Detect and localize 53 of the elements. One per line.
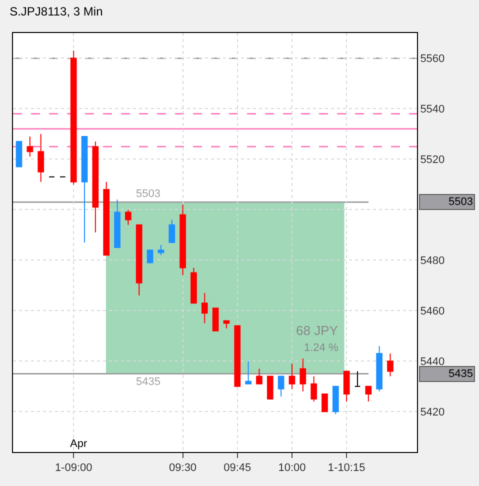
ref-line-label: 5435 <box>136 376 160 388</box>
candlestick <box>266 376 274 400</box>
candlestick <box>70 50 77 185</box>
candlestick <box>245 360 252 384</box>
candlestick <box>201 292 208 324</box>
candlestick <box>365 386 372 402</box>
candlestick <box>125 209 132 226</box>
candlestick <box>288 363 296 390</box>
candlestick <box>103 181 110 256</box>
candlestick <box>190 267 197 304</box>
y-tick-label: 5460 <box>420 306 445 318</box>
x-tick-label: 09:30 <box>169 462 197 474</box>
candlestick <box>223 320 230 329</box>
y-tick-label: 5420 <box>420 406 445 418</box>
text: 5503 <box>448 196 473 208</box>
candlestick <box>332 386 339 415</box>
candlestick <box>38 133 44 182</box>
candlestick <box>387 353 394 377</box>
annotation: 1.24 % <box>304 342 338 354</box>
y-tick-label: 5440 <box>420 356 445 368</box>
candlestick <box>92 141 99 233</box>
candlestick <box>16 141 22 168</box>
candlestick <box>26 136 34 158</box>
candlestick <box>343 370 350 402</box>
x-tick-label: 09:45 <box>224 462 252 474</box>
y-tick-label: 5560 <box>420 53 445 66</box>
candlestick <box>180 204 186 276</box>
chart-title: S.JPJ8113, 3 Min <box>10 4 103 19</box>
candlestick <box>256 368 262 384</box>
candlestick <box>136 224 142 296</box>
candlestick <box>168 219 176 243</box>
candlestick <box>354 370 361 387</box>
text: 5435 <box>448 368 473 380</box>
candlestick <box>376 345 382 392</box>
candlestick <box>81 136 88 243</box>
candlestick <box>212 308 219 332</box>
y-tick-label: 5480 <box>420 255 445 268</box>
annotation: Apr <box>70 438 88 450</box>
annotation: 68 JPY <box>296 323 338 338</box>
candlestick <box>310 376 317 402</box>
candlestick <box>300 358 306 392</box>
candlestick <box>158 244 164 256</box>
candlestick <box>234 325 241 387</box>
candlestick <box>278 376 284 397</box>
candlestick <box>114 199 120 248</box>
ref-line-label: 5503 <box>136 188 160 200</box>
x-tick-label: 1-09:00 <box>54 462 92 474</box>
y-tick-label: 5520 <box>420 154 445 166</box>
candlestick <box>146 250 154 264</box>
y-tick-label: 5540 <box>420 104 445 116</box>
candlestick <box>322 393 328 412</box>
x-tick-label: 1-10:15 <box>328 462 366 474</box>
x-tick-label: 10:00 <box>278 462 306 474</box>
